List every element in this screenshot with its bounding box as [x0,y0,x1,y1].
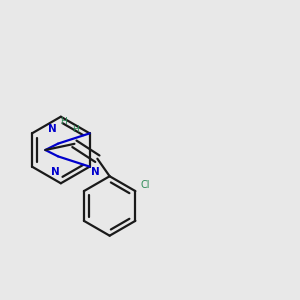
Text: N: N [48,124,57,134]
Text: H: H [73,125,79,134]
Text: H: H [61,117,67,126]
Text: N: N [91,167,99,177]
Text: Cl: Cl [140,181,150,190]
Text: N: N [51,167,59,177]
